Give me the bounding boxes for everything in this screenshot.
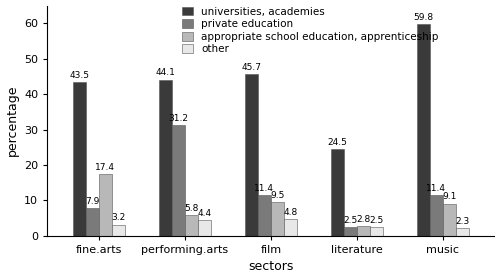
Bar (159, 80, 172, 236)
Text: 17.4: 17.4 (96, 163, 116, 172)
Text: 2.8: 2.8 (356, 215, 370, 224)
Text: 2.3: 2.3 (455, 217, 469, 226)
Text: 11.4: 11.4 (426, 184, 446, 193)
Bar (99, 174, 112, 236)
Bar (344, 227, 357, 236)
Text: 24.5: 24.5 (328, 138, 347, 147)
Bar (245, 74, 258, 236)
Text: 9.5: 9.5 (270, 191, 284, 200)
Text: 2.5: 2.5 (369, 216, 384, 225)
Bar (430, 196, 443, 236)
Text: 59.8: 59.8 (414, 13, 434, 22)
Text: 45.7: 45.7 (242, 63, 262, 72)
Text: 4.4: 4.4 (197, 209, 212, 218)
Bar (185, 215, 198, 236)
Text: 9.1: 9.1 (442, 193, 456, 201)
Bar (370, 227, 382, 236)
Bar (357, 226, 370, 236)
Bar (73, 82, 86, 236)
Text: 7.9: 7.9 (85, 197, 100, 206)
Text: 5.8: 5.8 (184, 204, 198, 213)
Bar (456, 228, 468, 236)
Bar (284, 219, 296, 236)
Y-axis label: percentage: percentage (6, 85, 18, 157)
Bar (417, 24, 430, 236)
Text: 2.5: 2.5 (344, 216, 357, 225)
Bar (112, 225, 124, 236)
Bar (443, 204, 456, 236)
Text: 43.5: 43.5 (70, 71, 89, 80)
Text: 4.8: 4.8 (283, 208, 298, 217)
Bar (258, 196, 271, 236)
Bar (271, 202, 284, 236)
Text: 11.4: 11.4 (254, 184, 274, 193)
X-axis label: sectors: sectors (248, 260, 294, 273)
Bar (86, 208, 99, 236)
Text: 3.2: 3.2 (111, 213, 126, 222)
Bar (172, 125, 185, 236)
Text: 31.2: 31.2 (168, 114, 188, 123)
Bar (331, 149, 344, 236)
Bar (198, 220, 210, 236)
Legend: universities, academies, private education, appropriate school education, appren: universities, academies, private educati… (182, 6, 440, 56)
Text: 44.1: 44.1 (156, 68, 176, 78)
